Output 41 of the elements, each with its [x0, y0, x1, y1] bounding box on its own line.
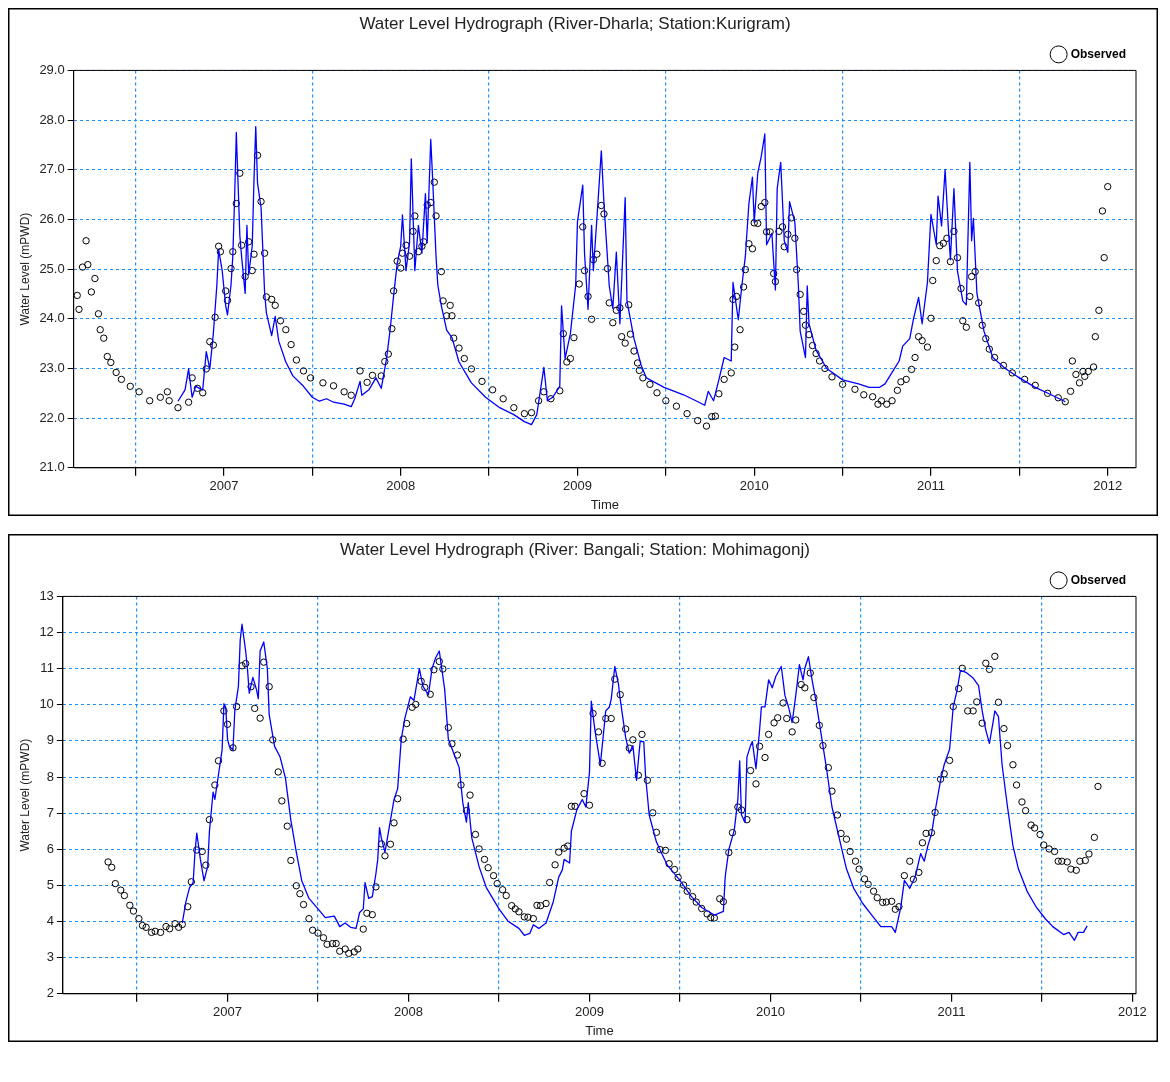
y-tick-label: 7: [46, 804, 54, 820]
y-tick-label: 26.0: [39, 211, 65, 226]
y-tick-label: 22.0: [39, 409, 65, 425]
x-tick-label: 2010: [739, 478, 769, 494]
y-tick-label: 9: [46, 732, 54, 748]
x-tick-label: 2011: [916, 478, 945, 494]
x-tick-label: 2010: [755, 1004, 785, 1020]
y-tick-label: 4: [46, 913, 54, 929]
y-tick-label: 28.0: [39, 111, 65, 127]
y-tick-label: 8: [46, 768, 54, 784]
y-tick-label: 29.0: [39, 61, 65, 77]
y-tick-label: 13: [39, 587, 54, 603]
y-tick-label: 6: [46, 840, 54, 856]
y-tick-label: 5: [46, 877, 54, 892]
y-axis-title: Water Level (mPWD): [17, 212, 32, 326]
y-tick-label: 21.0: [39, 459, 65, 475]
x-tick-label: 2012: [1093, 478, 1123, 494]
chart-title: Water Level Hydrograph (River-Dharla; Station:Kurigram): [359, 13, 791, 33]
x-tick-label: 2007: [209, 478, 239, 494]
x-tick-label: 2008: [386, 478, 416, 494]
x-axis-title: Time: [585, 1022, 614, 1038]
x-tick-label: 2007: [213, 1004, 242, 1020]
x-tick-label: 2008: [394, 1004, 423, 1020]
y-tick-label: 24.0: [39, 310, 65, 326]
chart-title: Water Level Hydrograph (River: Bangali; Station: Mohimagonj): [340, 539, 810, 559]
x-tick-label: 2011: [937, 1004, 966, 1020]
y-axis-title: Water Level (mPWD): [17, 738, 32, 852]
x-axis-title: Time: [590, 496, 620, 512]
x-tick-label: 2012: [1117, 1004, 1147, 1020]
legend-label: Observed: [1070, 572, 1126, 587]
x-tick-label: 2009: [562, 478, 592, 494]
legend-label: Observed: [1070, 46, 1126, 61]
x-tick-label: 2009: [575, 1004, 604, 1020]
y-tick-label: 12: [39, 624, 54, 640]
y-tick-label: 3: [46, 949, 54, 965]
y-tick-label: 11: [40, 660, 54, 676]
y-tick-label: 10: [39, 696, 54, 712]
y-tick-label: 25.0: [39, 260, 65, 276]
y-tick-label: 23.0: [39, 360, 65, 376]
y-tick-label: 2: [46, 985, 54, 1001]
y-tick-label: 27.0: [39, 161, 65, 177]
